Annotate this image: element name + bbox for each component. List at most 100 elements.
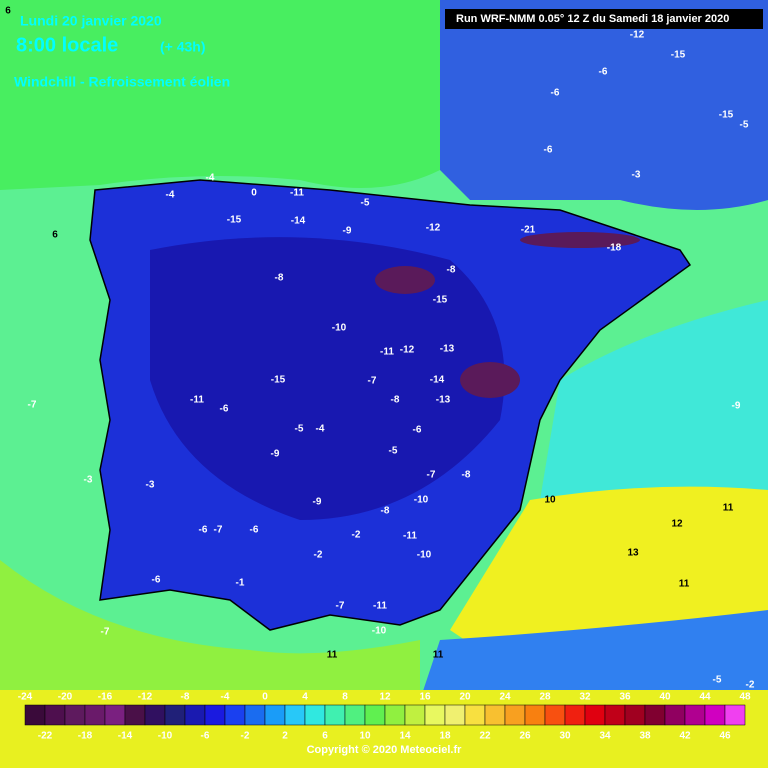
colorbar-label: 34 (599, 731, 611, 742)
map-label: -8 (381, 506, 390, 517)
colorbar-swatch (204, 704, 226, 726)
map-label: -18 (607, 243, 622, 254)
colorbar-swatch (284, 704, 306, 726)
colorbar-swatch (164, 704, 186, 726)
colorbar-swatch (64, 704, 86, 726)
footer-bg (0, 690, 768, 768)
map-label: -6 (220, 404, 229, 415)
colorbar-label: -4 (221, 692, 230, 703)
map-label: -11 (373, 601, 387, 612)
colorbar-label: 8 (342, 692, 348, 703)
colorbar-label: -18 (78, 731, 93, 742)
map-label: -2 (746, 680, 755, 691)
colorbar-label: 40 (659, 692, 671, 703)
colorbar-swatch (244, 704, 266, 726)
map-label: -6 (250, 525, 259, 536)
map-label: -5 (295, 424, 304, 435)
colorbar-label: -20 (58, 692, 73, 703)
map-label: -11 (190, 395, 204, 406)
map-label: -13 (436, 395, 451, 406)
product: Windchill - Refroissement éolien (14, 74, 230, 90)
colorbar-swatch (664, 704, 686, 726)
colorbar-label: 30 (559, 731, 571, 742)
map-label: -9 (271, 449, 280, 460)
copyright: Copyright © 2020 Meteociel.fr (307, 744, 463, 756)
map-label: -10 (332, 323, 347, 334)
colorbar-swatch (684, 704, 706, 726)
map-label: -7 (28, 400, 37, 411)
map-label: -10 (372, 626, 387, 637)
map-label: 6 (52, 230, 58, 241)
colorbar-label: 44 (699, 692, 711, 703)
map-label: -6 (413, 425, 422, 436)
sea-biscay (440, 0, 768, 210)
sea-south (0, 560, 420, 700)
colorbar-swatch (364, 704, 386, 726)
colorbar-swatch (564, 704, 586, 726)
map-labels: 6 -12 -15 -6 -6 -15 -5 -6 -3 -4 -4 0 -11 -5 -15 -14 -9 -1… (5, 6, 755, 691)
colorbar-swatch (144, 704, 166, 726)
map-label: -8 (275, 273, 284, 284)
colorbar-label: -2 (241, 731, 250, 742)
map-label: -5 (713, 675, 722, 686)
colorbar-label: -14 (118, 731, 133, 742)
colorbar-swatch (644, 704, 666, 726)
map-label: -6 (199, 525, 208, 536)
map-label: 11 (723, 503, 734, 514)
map-label: 0 (251, 188, 257, 199)
map-label: -6 (544, 145, 553, 156)
map-label: 11 (679, 579, 690, 590)
colorbar-swatch (304, 704, 326, 726)
colorbar-swatch (544, 704, 566, 726)
map-label: -5 (361, 198, 370, 209)
colorbar-swatch (384, 704, 406, 726)
colorbar-swatch (624, 704, 646, 726)
map-label: -14 (291, 216, 306, 227)
colorbar-swatch (524, 704, 546, 726)
map-label: -5 (740, 120, 749, 131)
map-label: -21 (521, 225, 536, 236)
colorbar-swatch (704, 704, 726, 726)
colorbar-swatch (504, 704, 526, 726)
colorbar: -24 -20 -16 -12 -8 -4 0 4 8 12 16 20 24 28 32 36 40 44 48-… (18, 692, 751, 742)
cold-peak (460, 362, 520, 398)
map-label: -8 (462, 470, 471, 481)
map-label: -1 (236, 578, 245, 589)
map-label: 6 (5, 6, 11, 17)
sea-med (450, 486, 768, 650)
map-label: -12 (630, 30, 645, 41)
colorbar-label: 22 (479, 731, 491, 742)
map-label: -4 (166, 190, 175, 201)
colorbar-label: -6 (201, 731, 210, 742)
map-label: -6 (551, 88, 560, 99)
map-label: 10 (544, 495, 556, 506)
cold-core (150, 237, 505, 520)
colorbar-label: 32 (579, 692, 591, 703)
colorbar-swatch (584, 704, 606, 726)
map-label: -7 (336, 601, 345, 612)
map-label: -7 (427, 470, 436, 481)
map-label: -4 (316, 424, 325, 435)
map-label: -3 (632, 170, 641, 181)
colorbar-label: -8 (181, 692, 190, 703)
colorbar-swatch (724, 704, 746, 726)
colorbar-swatch (604, 704, 626, 726)
run-box (445, 9, 763, 29)
colorbar-label: 38 (639, 731, 651, 742)
colorbar-label: -10 (158, 731, 173, 742)
colorbar-label: -22 (38, 731, 53, 742)
date: Lundi 20 janvier 2020 (20, 13, 162, 29)
map-label: -2 (352, 530, 361, 541)
colorbar-label: 48 (739, 692, 751, 703)
colorbar-swatch (424, 704, 446, 726)
map-label: -10 (414, 495, 429, 506)
sea-north (0, 0, 440, 190)
map-label: -8 (391, 395, 400, 406)
map-label: -15 (719, 110, 734, 121)
colorbar-swatch (44, 704, 66, 726)
colorbar-label: 26 (519, 731, 531, 742)
map-label: -7 (101, 627, 110, 638)
colorbar-swatch (264, 704, 286, 726)
map-label: -7 (214, 525, 223, 536)
